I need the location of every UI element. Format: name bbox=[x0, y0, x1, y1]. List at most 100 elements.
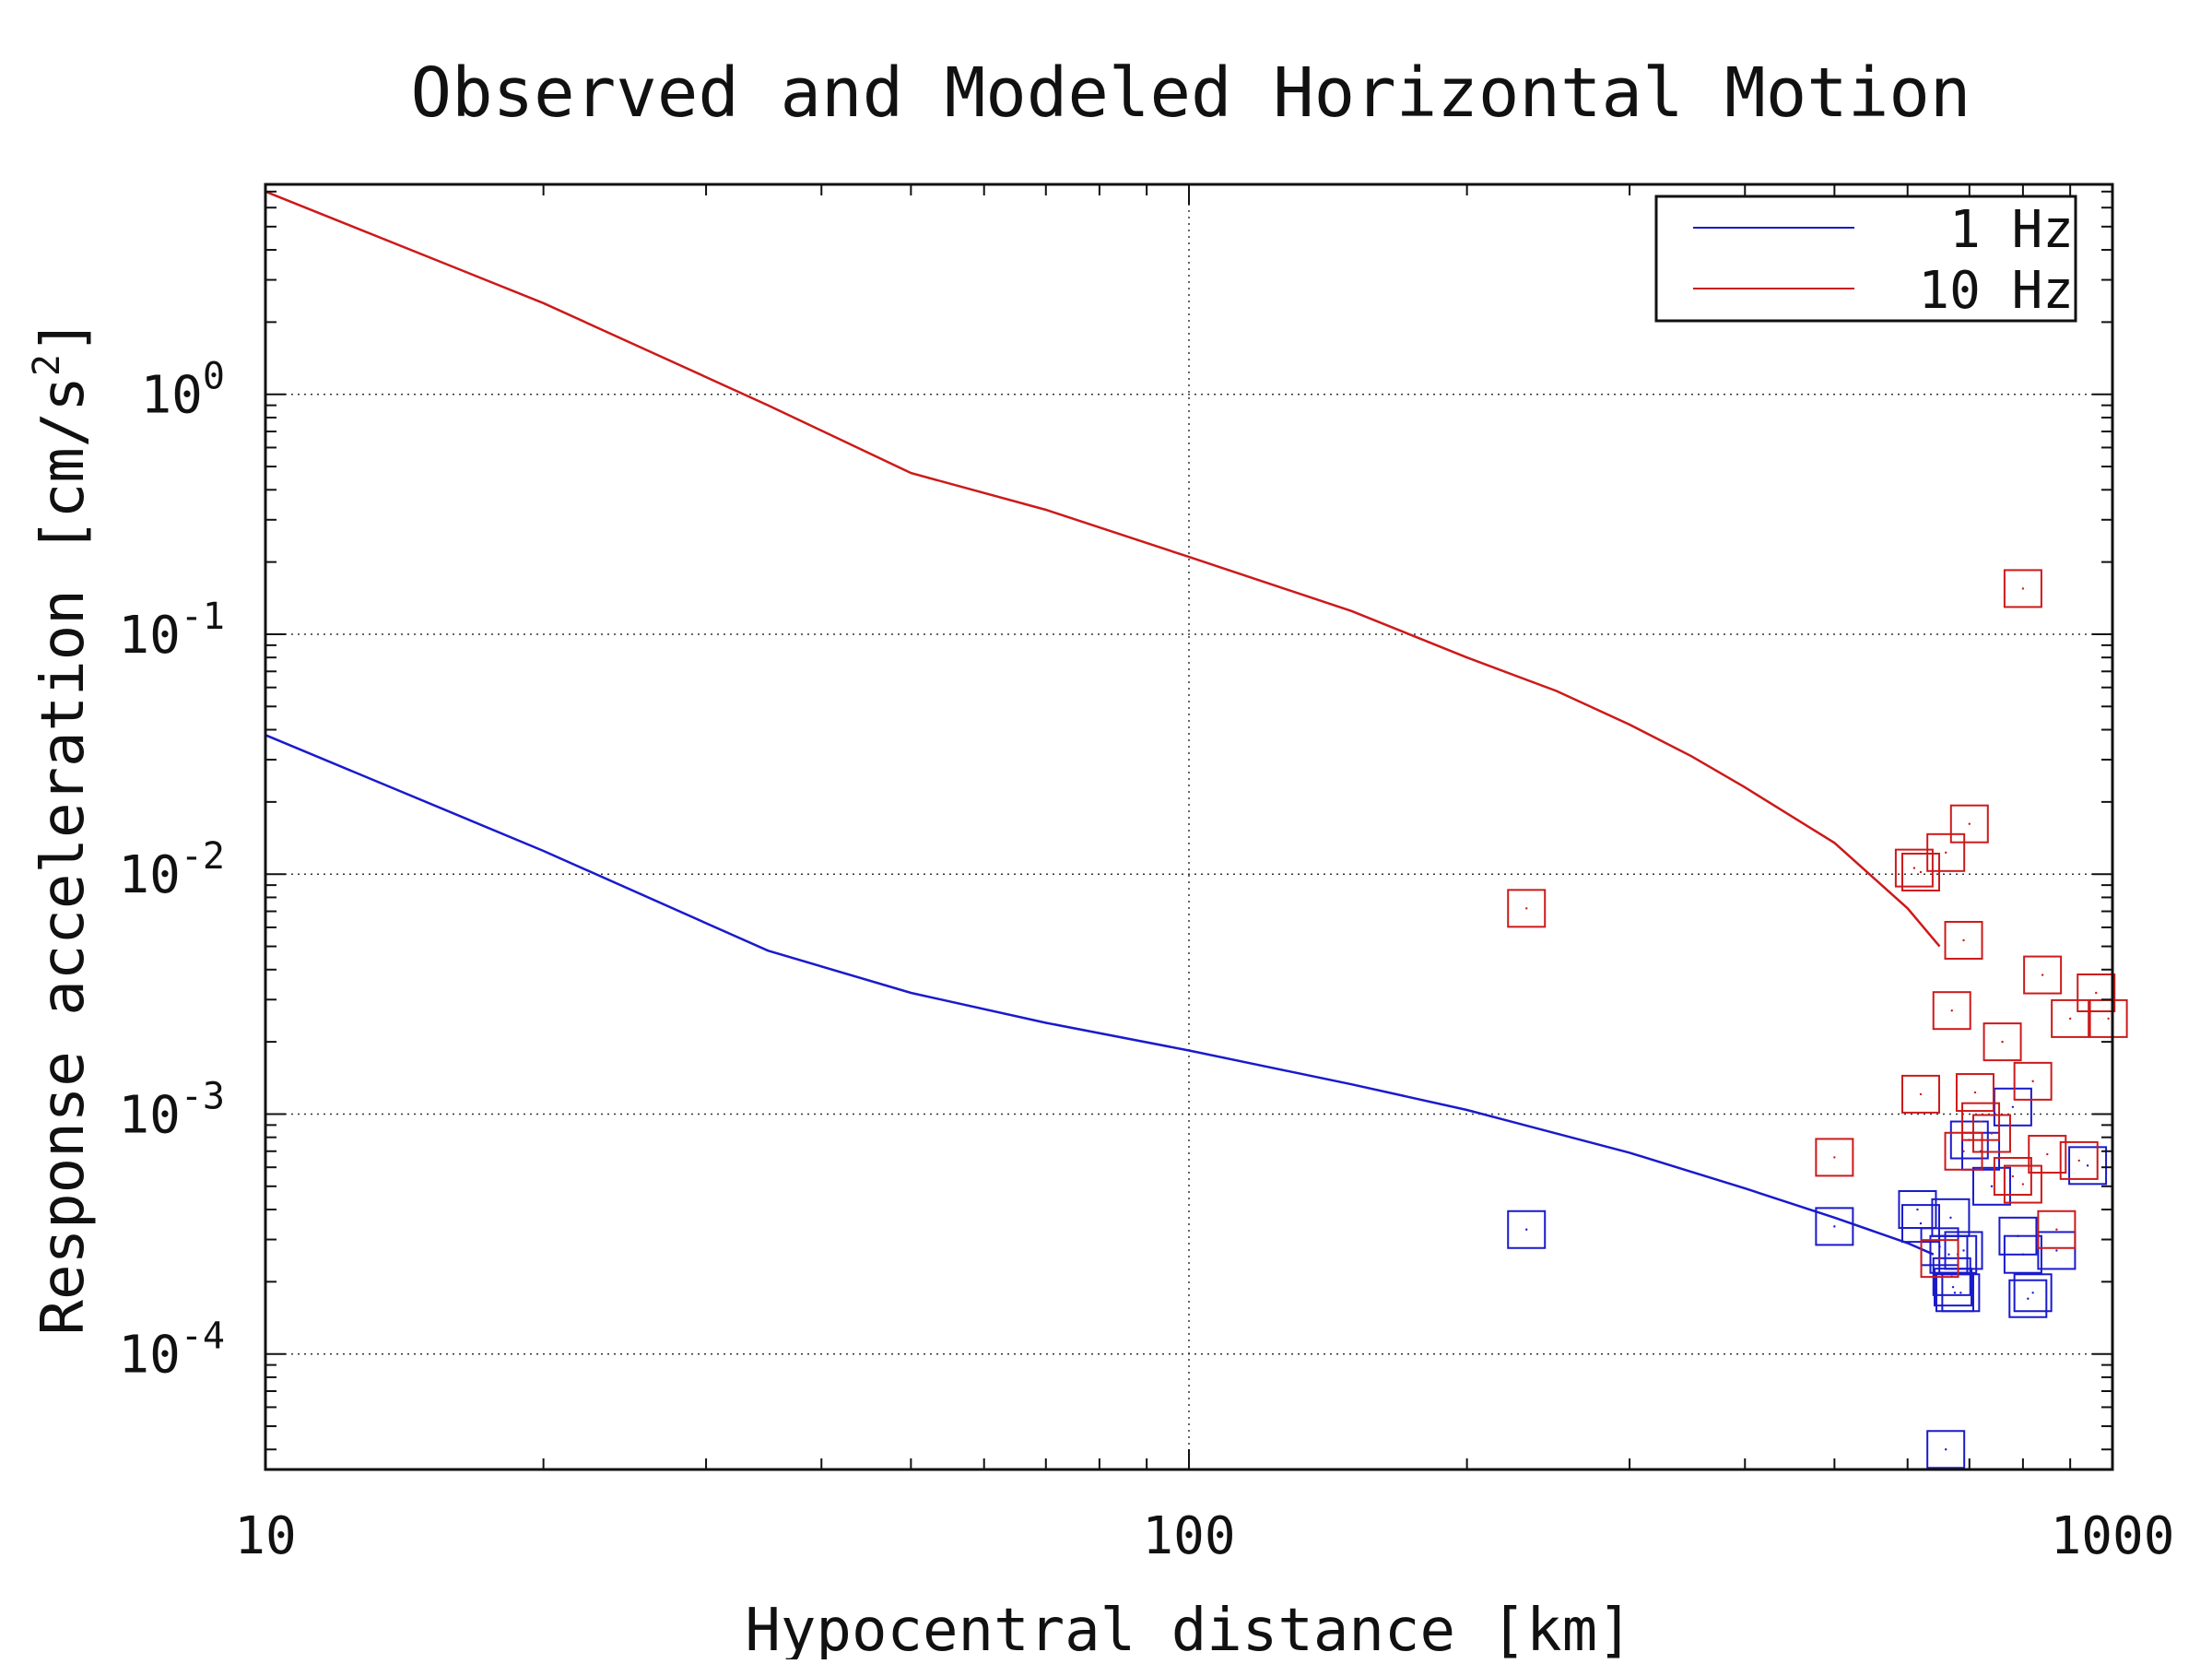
data-point-center bbox=[2055, 1228, 2058, 1231]
data-point-center bbox=[1950, 1009, 1953, 1012]
y-tick-base: 10 bbox=[118, 1326, 180, 1386]
y-tick-label: 10-2 bbox=[118, 835, 225, 905]
data-point-marker bbox=[1955, 1073, 1994, 1113]
data-point-marker bbox=[2059, 1140, 2099, 1180]
data-point-center bbox=[1990, 1185, 1994, 1187]
data-point-marker bbox=[2013, 1273, 2053, 1313]
data-point-center bbox=[2086, 1164, 2089, 1167]
data-point-marker bbox=[2013, 1061, 2053, 1101]
data-point-center bbox=[2021, 587, 2025, 590]
y-tick-base: 10 bbox=[140, 366, 202, 426]
data-point-center bbox=[2055, 1249, 2058, 1252]
data-point-marker bbox=[1900, 1074, 1940, 1114]
data-point-marker bbox=[1507, 889, 1547, 928]
x-tick-label: 1000 bbox=[2051, 1506, 2175, 1566]
x-tick-labels: 10 100 1000 bbox=[234, 1506, 2174, 1566]
data-point-marker bbox=[1932, 991, 1971, 1031]
x-tick-label: 100 bbox=[1142, 1506, 1235, 1566]
y-tick-base: 10 bbox=[118, 845, 180, 905]
legend-label-1hz: 1 Hz bbox=[1949, 200, 2074, 260]
data-point-center bbox=[1947, 1253, 1950, 1256]
data-point-marker bbox=[2077, 973, 2116, 1012]
y-tick-exponent: 0 bbox=[203, 356, 225, 398]
data-point-marker bbox=[1507, 1210, 1547, 1249]
data-point-marker bbox=[2003, 569, 2042, 608]
data-point-marker bbox=[2028, 1135, 2067, 1174]
data-point-center bbox=[1949, 1216, 1952, 1220]
data-point-center bbox=[2031, 1080, 2034, 1083]
data-point-center bbox=[1990, 1132, 1994, 1135]
data-point-center bbox=[2041, 974, 2044, 976]
data-point-center bbox=[2011, 1105, 2015, 1109]
data-point-marker bbox=[1926, 1430, 1966, 1469]
data-point-marker bbox=[2003, 1164, 2042, 1204]
y-tick-label: 100 bbox=[140, 356, 225, 426]
data-point-marker bbox=[1983, 1022, 2022, 1062]
series-layer bbox=[265, 190, 1941, 1256]
data-point-marker bbox=[2051, 998, 2090, 1038]
data-point-marker bbox=[1949, 804, 1989, 844]
data-point-center bbox=[2031, 1292, 2034, 1294]
data-point-center bbox=[2077, 1159, 2080, 1162]
data-point-marker bbox=[1941, 1273, 1981, 1313]
data-point-marker bbox=[1944, 1131, 1983, 1171]
data-point-center bbox=[2021, 1183, 2025, 1186]
data-point-center bbox=[2001, 1040, 2004, 1044]
y-tick-exponent: -2 bbox=[181, 835, 225, 878]
marker-layer bbox=[1507, 569, 2128, 1469]
data-point-marker bbox=[1961, 1102, 2001, 1141]
data-point-center bbox=[1833, 1156, 1836, 1159]
data-point-marker bbox=[2023, 955, 2063, 995]
chart-title: Observed and Modeled Horizontal Motion bbox=[411, 53, 1971, 133]
data-point-center bbox=[1944, 1448, 1947, 1451]
data-point-marker bbox=[2037, 1231, 2077, 1270]
data-point-marker bbox=[1900, 852, 1940, 891]
data-point-marker bbox=[2008, 1279, 2048, 1318]
data-point-center bbox=[1959, 1292, 1962, 1294]
y-tick-label: 10-1 bbox=[118, 596, 225, 666]
data-point-center bbox=[1916, 1208, 1919, 1211]
data-point-center bbox=[1973, 1091, 1977, 1094]
y-tick-exponent: -4 bbox=[181, 1316, 225, 1358]
series-line-1-hz bbox=[265, 734, 1935, 1256]
data-point-center bbox=[1919, 1221, 1923, 1225]
data-point-center bbox=[2046, 1152, 2049, 1156]
data-point-center bbox=[2027, 1297, 2030, 1300]
data-point-center bbox=[1968, 822, 1971, 825]
tick-marks bbox=[265, 184, 2113, 1469]
data-point-marker bbox=[1815, 1138, 1854, 1177]
legend-box bbox=[1654, 195, 2077, 323]
y-tick-exponent: -1 bbox=[181, 596, 225, 638]
data-point-marker bbox=[2068, 1146, 2108, 1186]
data-point-center bbox=[1944, 851, 1947, 855]
data-point-marker bbox=[1898, 1190, 1937, 1230]
data-point-center bbox=[1912, 867, 1916, 869]
legend: 1 Hz 10 Hz bbox=[1654, 195, 2077, 323]
data-point-marker bbox=[1894, 848, 1934, 888]
y-axis-label-suffix: ] bbox=[29, 319, 98, 355]
y-axis-label-text: Response acceleration [cm/s bbox=[29, 376, 98, 1335]
data-point-center bbox=[1953, 1292, 1957, 1294]
data-point-marker bbox=[1815, 1207, 1854, 1246]
data-point-center bbox=[2095, 991, 2098, 995]
data-point-center bbox=[1525, 907, 1528, 910]
legend-label-10hz: 10 Hz bbox=[1918, 261, 2074, 321]
data-point-marker bbox=[2037, 1210, 2077, 1249]
series-line-10-hz bbox=[265, 190, 1941, 948]
y-axis-label: Response acceleration [cm/s2] bbox=[26, 319, 98, 1336]
data-point-center bbox=[2068, 1017, 2072, 1021]
x-axis-label: Hypocentral distance [km] bbox=[745, 1597, 1632, 1659]
y-axis-label-exponent: 2 bbox=[26, 354, 68, 376]
data-point-center bbox=[1951, 1285, 1955, 1289]
data-point-center bbox=[1962, 1249, 1965, 1252]
data-point-marker bbox=[1971, 1166, 2011, 1206]
x-tick-label: 10 bbox=[234, 1506, 296, 1566]
data-point-center bbox=[2107, 1017, 2110, 1021]
data-point-center bbox=[1525, 1228, 1528, 1231]
data-point-center bbox=[2021, 1253, 2025, 1256]
data-point-marker bbox=[1926, 832, 1966, 872]
y-tick-label: 10-3 bbox=[118, 1075, 225, 1145]
data-point-marker bbox=[1920, 1239, 1959, 1279]
